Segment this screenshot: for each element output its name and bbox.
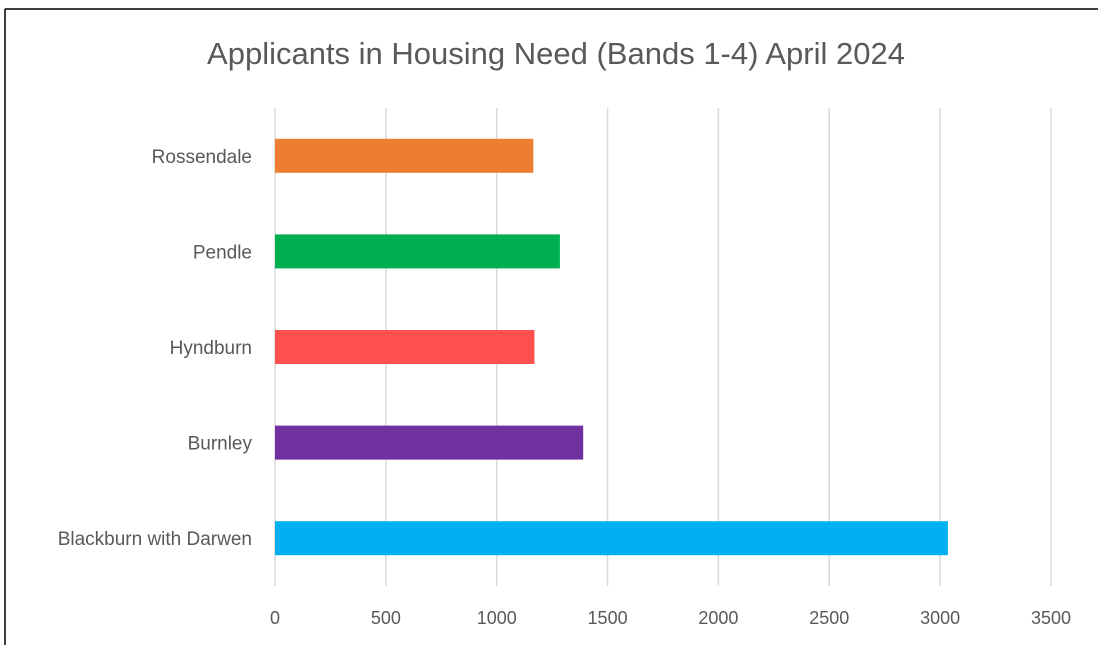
x-tick-label-3000: 3000 [920,608,960,628]
bar-rossendale [275,138,534,173]
chart-title: Applicants in Housing Need (Bands 1-4) A… [207,36,905,71]
category-labels: Rossendale Pendle Hyndburn Burnley Blackburn… [58,147,253,550]
x-tick-label-1500: 1500 [588,608,628,628]
x-tick-label-1000: 1000 [477,608,517,628]
x-tick-label-2500: 2500 [809,608,849,628]
x-tick-label-0: 0 [270,608,280,628]
category-label-burnley: Burnley [188,434,253,455]
category-label-hyndburn: Hyndburn [170,338,252,359]
bar-blackburn-with-darwen [275,521,948,556]
category-label-blackburn-with-darwen: Blackburn with Darwen [58,529,252,550]
bar-hyndburn [275,330,535,364]
category-label-pendle: Pendle [193,242,252,263]
bars [275,138,948,556]
category-label-rossendale: Rossendale [152,147,252,168]
x-tick-label-500: 500 [371,608,401,628]
bar-burnley [275,425,584,460]
x-tick-label-2000: 2000 [698,608,738,628]
bar-pendle [275,234,560,269]
x-tick-labels: 0 500 1000 1500 2000 2500 3000 3500 [270,608,1071,628]
x-tick-label-3500: 3500 [1031,608,1071,628]
